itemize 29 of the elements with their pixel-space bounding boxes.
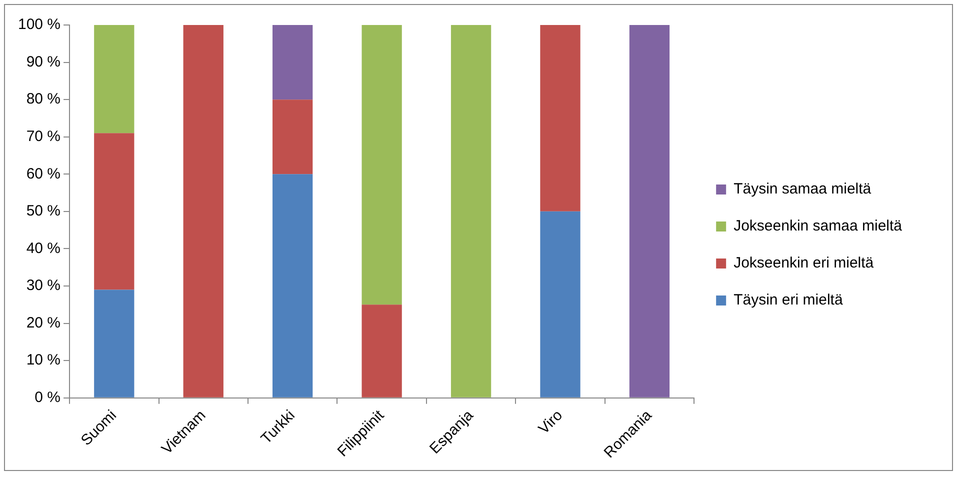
bar	[362, 304, 402, 398]
y-tick-label: 50 %	[26, 202, 61, 220]
y-tick-label: 80 %	[26, 90, 61, 108]
bar	[94, 25, 134, 134]
y-tick-label: 10 %	[26, 352, 61, 369]
y-tick-label: 100 %	[18, 16, 61, 34]
y-tick-label: 0 %	[34, 388, 61, 406]
bar	[272, 174, 313, 398]
legend-label: Jokseenkin samaa mieltä	[734, 218, 903, 235]
bar	[450, 25, 492, 398]
bar	[629, 25, 670, 398]
bar	[272, 25, 313, 100]
y-tick-label: 70 %	[26, 128, 61, 145]
bar	[183, 25, 224, 398]
bar	[540, 25, 580, 212]
y-tick-label: 20 %	[26, 314, 61, 332]
bar	[94, 290, 134, 398]
y-tick-label: 30 %	[26, 277, 61, 294]
legend-label: Täysin eri mieltä	[734, 292, 844, 309]
bar	[540, 211, 580, 398]
bar	[94, 133, 134, 290]
y-tick-label: 90 %	[26, 53, 61, 70]
y-tick-label: 40 %	[26, 240, 61, 257]
y-tick-label: 60 %	[26, 165, 61, 182]
bar	[362, 25, 402, 305]
x-tick-label: Viro	[535, 406, 566, 438]
legend-label: Jokseenkin eri mieltä	[734, 254, 874, 272]
legend-label: Täysin samaa mieltä	[734, 180, 872, 198]
bar	[272, 100, 313, 174]
